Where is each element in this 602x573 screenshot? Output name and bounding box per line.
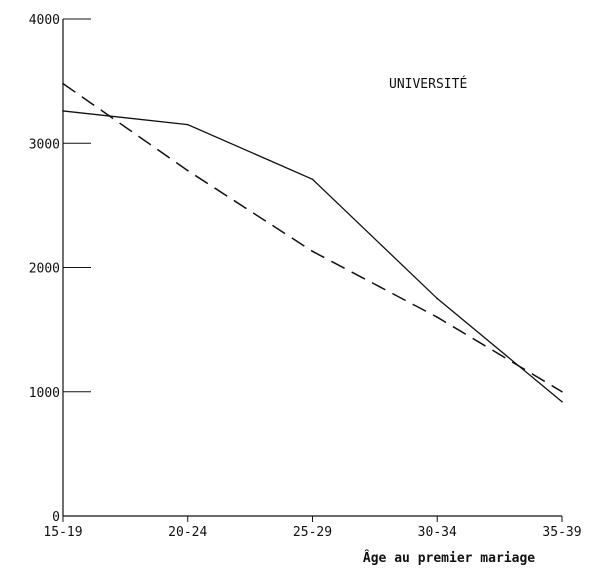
data-point — [186, 123, 189, 126]
data-point — [561, 390, 563, 393]
series-line-dashed — [62, 82, 563, 393]
y-tick-label: 4000 — [29, 13, 60, 28]
y-tick-label: 3000 — [29, 137, 60, 152]
y-tick-label: 0 — [52, 510, 60, 525]
axes — [62, 19, 562, 517]
x-tick-label: 20-24 — [168, 525, 207, 540]
data-point — [561, 400, 563, 403]
data-point — [311, 178, 314, 181]
data-point — [62, 110, 64, 112]
data-point — [436, 316, 439, 319]
data-point — [62, 82, 64, 85]
y-tick-label: 2000 — [29, 262, 60, 277]
x-axis-label: Âge au premier mariage — [363, 550, 535, 566]
series-line-solid — [62, 110, 563, 403]
data-point — [436, 297, 439, 300]
ticks: 0 1000 2000 3000 4000 15-19 20-24 25-29 30-34 35-… — [29, 13, 582, 540]
data-point — [311, 250, 314, 253]
chart-annotation: UNIVERSITÉ — [389, 76, 467, 92]
x-tick-label: 15-19 — [43, 525, 82, 540]
y-tick-label: 1000 — [29, 386, 60, 401]
data-point — [186, 169, 189, 172]
x-tick-label: 25-29 — [293, 525, 332, 540]
x-tick-label: 30-34 — [418, 525, 457, 540]
series — [62, 82, 563, 403]
x-tick-label: 35-39 — [542, 525, 581, 540]
